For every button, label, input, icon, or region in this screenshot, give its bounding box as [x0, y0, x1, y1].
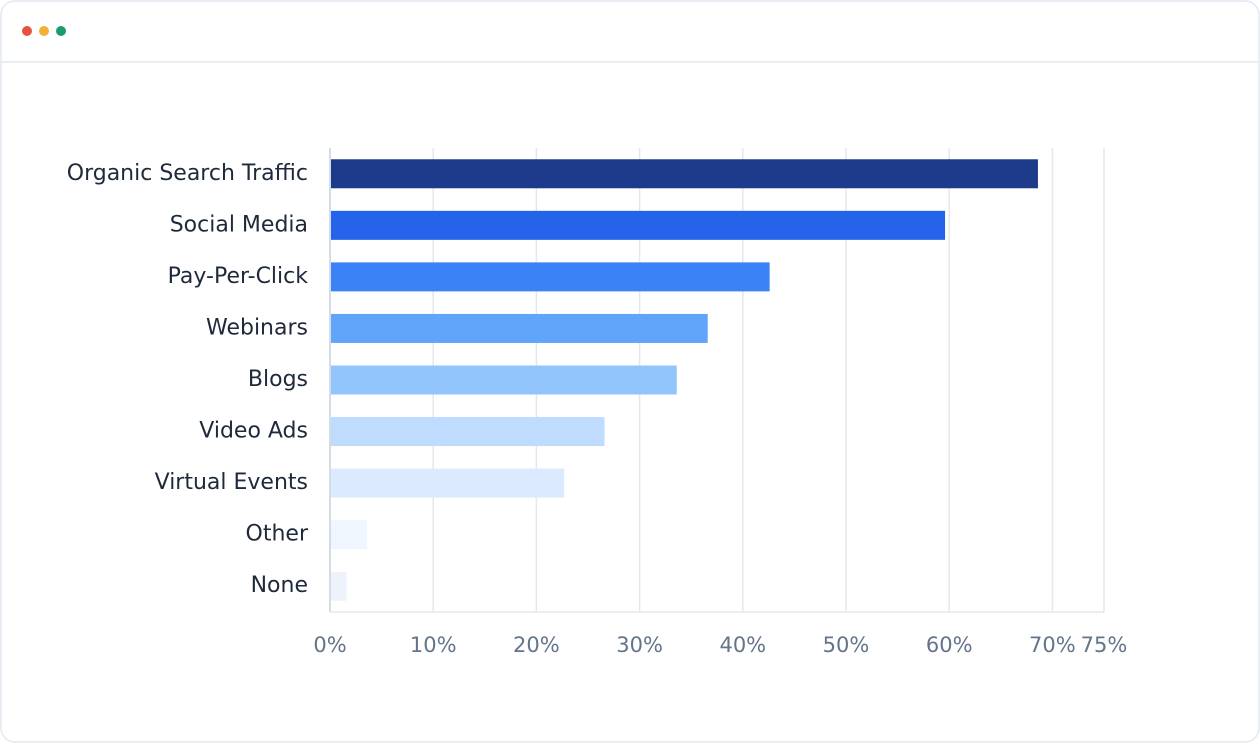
window-dot: [56, 26, 66, 36]
y-tick-label: Social Media: [170, 212, 308, 237]
y-tick-label: Virtual Events: [155, 470, 308, 495]
x-tick-label: 20%: [513, 633, 560, 657]
window-dot: [39, 26, 49, 36]
bar: [331, 210, 946, 240]
y-tick-label: None: [251, 573, 308, 598]
y-tick-label: Other: [246, 522, 309, 547]
x-tick-label: 0%: [313, 633, 346, 657]
bar: [331, 520, 368, 550]
y-tick-label: Webinars: [206, 315, 308, 340]
y-tick-label: Pay-Per-Click: [168, 264, 309, 289]
y-tick-label: Video Ads: [199, 419, 308, 444]
bar: [331, 313, 708, 343]
x-tick-label: 70%: [1029, 633, 1076, 657]
x-tick-label: 75%: [1081, 633, 1128, 657]
bar: [331, 417, 605, 447]
x-tick-label: 40%: [719, 633, 766, 657]
bar: [331, 159, 1038, 189]
bar: [331, 571, 347, 601]
x-tick-label: 50%: [823, 633, 870, 657]
window-dot: [22, 26, 32, 36]
x-tick-label: 30%: [616, 633, 663, 657]
x-tick-label: 10%: [410, 633, 457, 657]
y-tick-label: Blogs: [248, 367, 308, 392]
bar: [331, 262, 770, 292]
bar: [331, 468, 565, 498]
y-tick-label: Organic Search Traffic: [67, 161, 308, 186]
x-tick-label: 60%: [926, 633, 973, 657]
plot-area: 0% 10% 20% 30% 40% 50% 60% 70% 75% Organic Search…: [67, 148, 1128, 657]
bar: [331, 365, 677, 395]
